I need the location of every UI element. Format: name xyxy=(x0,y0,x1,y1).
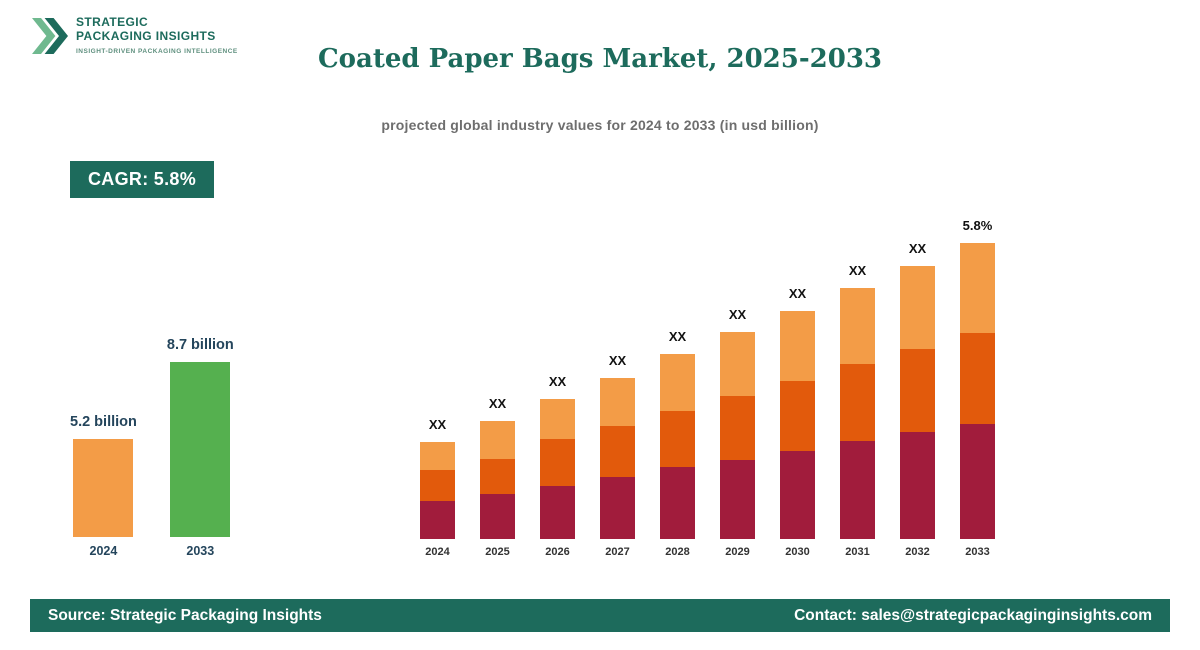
x-axis-label: 2030 xyxy=(785,546,810,558)
logo-line1: STRATEGIC xyxy=(76,15,149,30)
x-axis-label: 2033 xyxy=(965,546,990,558)
bar-value-label: XX xyxy=(488,396,507,411)
bar-segment-middle xyxy=(780,381,815,451)
x-axis-label: 2029 xyxy=(725,546,750,558)
logo-text: STRATEGIC PACKAGING INSIGHTS INSIGHT-DRI… xyxy=(76,16,238,55)
x-axis-label: 2024 xyxy=(425,546,450,558)
stacked-bar-chart: XX 2024 XX 2025 XX 2026 XX 2027 XX 2028 XX 2029 XX 20… xyxy=(420,200,1000,560)
bar-segment-middle xyxy=(840,364,875,441)
bar-value-label: XX xyxy=(728,307,747,322)
double-chevron-icon xyxy=(32,14,68,58)
x-axis-label: 2032 xyxy=(905,546,930,558)
bar-group: XX 2026 xyxy=(540,374,575,560)
bar-value-label: XX xyxy=(668,329,687,344)
bar-segment-middle xyxy=(900,349,935,432)
footer-source: Source: Strategic Packaging Insights xyxy=(48,606,322,624)
page-title: Coated Paper Bags Market, 2025-2033 xyxy=(317,44,883,74)
logo: STRATEGIC PACKAGING INSIGHTS INSIGHT-DRI… xyxy=(32,14,238,58)
logo-line2: PACKAGING INSIGHTS xyxy=(76,29,216,44)
bar-value-label: XX xyxy=(908,241,927,256)
bar-segment-bottom xyxy=(540,486,575,539)
bar-group: XX 2028 xyxy=(660,329,695,560)
bar-segment-top xyxy=(960,243,995,333)
chart-subtitle: projected global industry values for 202… xyxy=(381,117,819,133)
bar-segment-bottom xyxy=(780,451,815,539)
x-axis-label: 2031 xyxy=(845,546,870,558)
highlight-value-label: 8.7 billion xyxy=(166,337,234,353)
footer-bar: Source: Strategic Packaging Insights Con… xyxy=(30,599,1170,632)
bar-segment-bottom xyxy=(600,477,635,539)
highlight-bar-group: 5.2 billion 2024 xyxy=(70,414,137,560)
bar-segment-bottom xyxy=(420,501,455,539)
x-axis-label: 2026 xyxy=(545,546,570,558)
bar-value-label: XX xyxy=(788,286,807,301)
highlight-value-label: 5.2 billion xyxy=(70,414,137,430)
bar-value-label: XX xyxy=(428,417,447,432)
highlight-bar-group: 8.7 billion 2033 xyxy=(167,337,234,560)
bar-group: XX 2025 xyxy=(480,396,515,560)
bar-segment-bottom xyxy=(720,460,755,539)
bar-segment-bottom xyxy=(480,494,515,539)
bar-segment-middle xyxy=(720,396,755,460)
bar-group: XX 2027 xyxy=(600,353,635,560)
bar-group: XX 2029 xyxy=(720,307,755,560)
footer-contact: Contact: sales@strategicpackaginginsight… xyxy=(794,606,1152,624)
bar-group: XX 2032 xyxy=(900,241,935,560)
bar-value-label: XX xyxy=(608,353,627,368)
bar-segment-bottom xyxy=(900,432,935,539)
bar-group: XX 2031 xyxy=(840,263,875,560)
bar-segment-middle xyxy=(420,470,455,501)
bar-segment-bottom xyxy=(960,424,995,539)
bar-group: XX 2030 xyxy=(780,286,815,560)
bar-segment-middle xyxy=(480,459,515,494)
bar-segment-middle xyxy=(660,411,695,467)
bar-segment-bottom xyxy=(660,467,695,539)
bar-segment-top xyxy=(420,442,455,470)
bar-value-label: XX xyxy=(548,374,567,389)
bar-segment-top xyxy=(540,399,575,439)
bar-segment-top xyxy=(480,421,515,459)
bar-segment-middle xyxy=(960,333,995,424)
bar-segment-top xyxy=(660,354,695,411)
highlight-bar-chart: 5.2 billion 2024 8.7 billion 2033 xyxy=(70,300,234,560)
x-axis-label: 2027 xyxy=(605,546,630,558)
highlight-bar xyxy=(73,439,134,537)
highlight-year-label: 2024 xyxy=(89,544,118,558)
bar-group: XX 2024 xyxy=(420,417,455,560)
x-axis-label: 2025 xyxy=(485,546,510,558)
bar-segment-middle xyxy=(540,439,575,486)
bar-segment-top xyxy=(600,378,635,426)
bar-segment-top xyxy=(780,311,815,381)
cagr-badge: CAGR: 5.8% xyxy=(70,161,215,198)
bar-value-label: 5.8% xyxy=(962,218,993,233)
bar-segment-middle xyxy=(600,426,635,477)
highlight-bar xyxy=(170,362,231,537)
bar-group: 5.8% 2033 xyxy=(960,218,995,560)
bar-segment-top xyxy=(900,266,935,349)
highlight-year-label: 2033 xyxy=(186,544,215,558)
bar-value-label: XX xyxy=(848,263,867,278)
bar-segment-top xyxy=(840,288,875,364)
logo-tagline: INSIGHT-DRIVEN PACKAGING INTELLIGENCE xyxy=(76,48,238,56)
bar-segment-top xyxy=(720,332,755,396)
bar-segment-bottom xyxy=(840,441,875,539)
x-axis-label: 2028 xyxy=(665,546,690,558)
